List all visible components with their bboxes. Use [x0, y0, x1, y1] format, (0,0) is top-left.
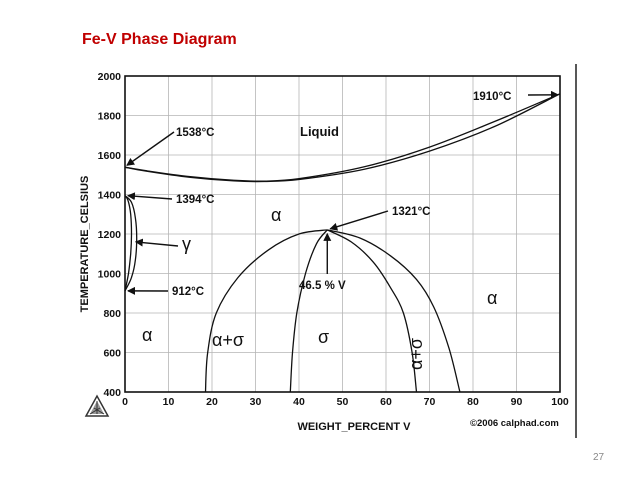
gamma-loop-inner-curve — [124, 195, 138, 292]
phase-label-liquid: Liquid — [300, 124, 339, 139]
alpha-sigma-left-boundary-curve — [204, 229, 328, 393]
phase-label-gamma: γ — [182, 234, 191, 254]
annotation-sigma-max-comp: 46.5 % V — [299, 280, 346, 292]
phase-label-alpha-left: α — [142, 325, 152, 345]
x-tick-label: 80 — [467, 396, 479, 408]
annotation-fe-melting: 1538°C — [176, 127, 215, 139]
x-tick-label: 100 — [551, 396, 569, 408]
annotation-gamma-lower: 912°C — [172, 286, 204, 298]
alpha-sigma-right-boundary-curve — [327, 229, 461, 393]
phase-label-alpha-upper: α — [271, 205, 281, 225]
gamma-loop-outer-curve — [124, 195, 133, 292]
x-tick-label: 30 — [250, 396, 262, 408]
grid-layer — [125, 76, 560, 392]
sigma-left-boundary-curve — [289, 229, 328, 393]
arrow-gamma-upper — [127, 192, 173, 201]
copyright-text: ©2006 calphad.com — [470, 418, 559, 429]
phase-label-alpha-sigma-left: α+σ — [212, 330, 244, 350]
x-tick-label: 40 — [293, 396, 305, 408]
x-tick-label: 10 — [163, 396, 175, 408]
y-tick-label: 600 — [103, 348, 121, 360]
x-tick-label: 90 — [511, 396, 523, 408]
arrow-sigma-max-temp — [329, 210, 389, 231]
sigma-right-boundary-curve — [327, 229, 418, 393]
phase-label-alpha-right: α — [487, 288, 497, 308]
y-tick-label: 400 — [103, 387, 121, 399]
y-tick-label: 800 — [103, 308, 121, 320]
phase-label-sigma: σ — [318, 327, 329, 347]
tick-layer: 0 10 20 30 40 50 60 70 80 90 100 400 600 800 1000 1200 1… — [98, 71, 569, 408]
annotation-layer — [126, 90, 559, 295]
y-tick-label: 2000 — [98, 71, 122, 83]
plot-frame — [124, 75, 561, 393]
x-tick-label: 20 — [206, 396, 218, 408]
y-axis-label: TEMPERATURE_CELSIUS — [79, 176, 91, 313]
y-tick-label: 1600 — [98, 150, 122, 162]
annotation-v-melting: 1910°C — [473, 91, 512, 103]
y-tick-label: 1000 — [98, 269, 122, 281]
x-tick-label: 0 — [122, 396, 128, 408]
x-tick-label: 50 — [337, 396, 349, 408]
y-tick-label: 1800 — [98, 111, 122, 123]
y-tick-label: 1400 — [98, 190, 122, 202]
y-tick-label: 1200 — [98, 229, 122, 241]
x-axis-label: WEIGHT_PERCENT V — [297, 421, 411, 433]
phase-diagram-svg: 0 10 20 30 40 50 60 70 80 90 100 400 600 800 1000 1200 1… — [79, 64, 577, 438]
annotation-gamma-upper: 1394°C — [176, 194, 215, 206]
solidus-curve — [124, 93, 561, 183]
annotation-sigma-max-temp: 1321°C — [392, 206, 431, 218]
arrow-fe-melting — [126, 131, 175, 166]
phase-diagram-figure: 0 10 20 30 40 50 60 70 80 90 100 400 600 800 1000 1200 1… — [70, 64, 580, 438]
phase-label-alpha-sigma-right: α+σ — [406, 338, 426, 370]
x-tick-label: 60 — [380, 396, 392, 408]
x-tick-label: 70 — [424, 396, 436, 408]
page-number: 27 — [593, 452, 605, 463]
arrow-gamma — [134, 238, 179, 247]
frame-layer — [124, 64, 577, 438]
slide-title: Fe-V Phase Diagram — [82, 31, 237, 48]
curve-layer — [124, 93, 561, 393]
calphad-logo — [84, 394, 110, 417]
